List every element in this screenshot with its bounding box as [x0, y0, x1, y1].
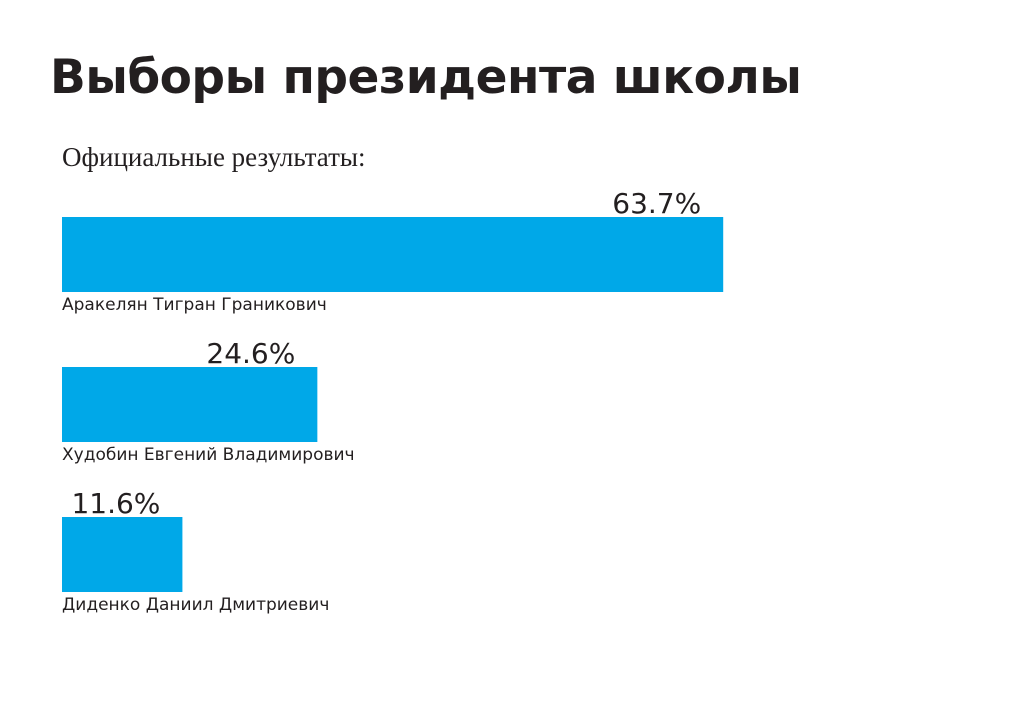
- bar-category-label: Худобин Евгений Владимирович: [62, 445, 355, 465]
- bar: [62, 367, 318, 442]
- bar: [62, 217, 724, 292]
- bar-category-label: Диденко Даниил Дмитриевич: [62, 595, 329, 615]
- bar-category-label: Аракелян Тигран Граникович: [62, 295, 327, 315]
- chart-title: Выборы президента школы: [50, 50, 802, 105]
- bar: [62, 517, 183, 592]
- chart-subtitle: Официальные результаты:: [62, 142, 366, 172]
- bar-value-label: 24.6%: [206, 337, 295, 370]
- bar-value-label: 63.7%: [612, 187, 701, 220]
- bar-value-label: 11.6%: [71, 487, 160, 520]
